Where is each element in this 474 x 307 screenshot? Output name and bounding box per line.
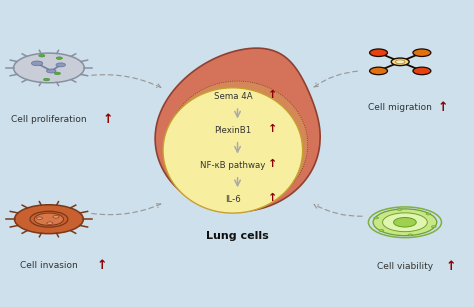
Ellipse shape — [34, 213, 64, 225]
Text: IL-6: IL-6 — [225, 195, 241, 204]
Ellipse shape — [413, 67, 431, 75]
Text: NF-κB pathway: NF-κB pathway — [200, 161, 265, 170]
Ellipse shape — [15, 205, 83, 234]
Ellipse shape — [31, 61, 43, 66]
Text: Cell migration: Cell migration — [368, 103, 432, 112]
Text: ↑: ↑ — [102, 113, 113, 126]
FancyArrowPatch shape — [314, 71, 357, 87]
Ellipse shape — [55, 72, 61, 75]
Text: ↑: ↑ — [438, 101, 448, 114]
Text: Lung cells: Lung cells — [206, 231, 269, 241]
Text: ↑: ↑ — [268, 193, 278, 203]
Ellipse shape — [56, 63, 65, 67]
Ellipse shape — [47, 222, 53, 224]
Ellipse shape — [374, 217, 379, 219]
Text: Cell proliferation: Cell proliferation — [11, 115, 87, 124]
Text: ↑: ↑ — [268, 91, 278, 100]
Ellipse shape — [14, 53, 84, 83]
Ellipse shape — [383, 213, 428, 232]
Ellipse shape — [379, 230, 384, 231]
Ellipse shape — [431, 226, 436, 228]
Polygon shape — [155, 48, 320, 212]
Ellipse shape — [370, 49, 388, 56]
Ellipse shape — [426, 213, 431, 215]
Text: ↑: ↑ — [268, 159, 278, 169]
Ellipse shape — [167, 81, 308, 208]
Ellipse shape — [56, 57, 63, 60]
Text: Sema 4A: Sema 4A — [213, 92, 252, 101]
FancyArrowPatch shape — [314, 204, 362, 216]
FancyArrowPatch shape — [92, 204, 161, 215]
Text: PlexinB1: PlexinB1 — [214, 126, 251, 135]
Ellipse shape — [413, 49, 431, 56]
Ellipse shape — [408, 234, 412, 236]
Text: ↑: ↑ — [446, 260, 456, 273]
Ellipse shape — [36, 217, 43, 220]
Ellipse shape — [373, 209, 437, 236]
Ellipse shape — [391, 58, 409, 66]
Ellipse shape — [397, 208, 402, 211]
Ellipse shape — [39, 54, 45, 57]
Text: ↑: ↑ — [97, 258, 108, 272]
Text: Cell viability: Cell viability — [377, 262, 433, 271]
Polygon shape — [163, 88, 302, 213]
Ellipse shape — [395, 60, 405, 64]
Text: ↑: ↑ — [268, 124, 278, 134]
Ellipse shape — [46, 69, 56, 73]
Ellipse shape — [393, 218, 416, 227]
Ellipse shape — [44, 78, 50, 81]
FancyArrowPatch shape — [92, 75, 161, 87]
Ellipse shape — [370, 67, 388, 75]
Text: Cell invasion: Cell invasion — [20, 261, 78, 270]
Ellipse shape — [53, 216, 59, 218]
